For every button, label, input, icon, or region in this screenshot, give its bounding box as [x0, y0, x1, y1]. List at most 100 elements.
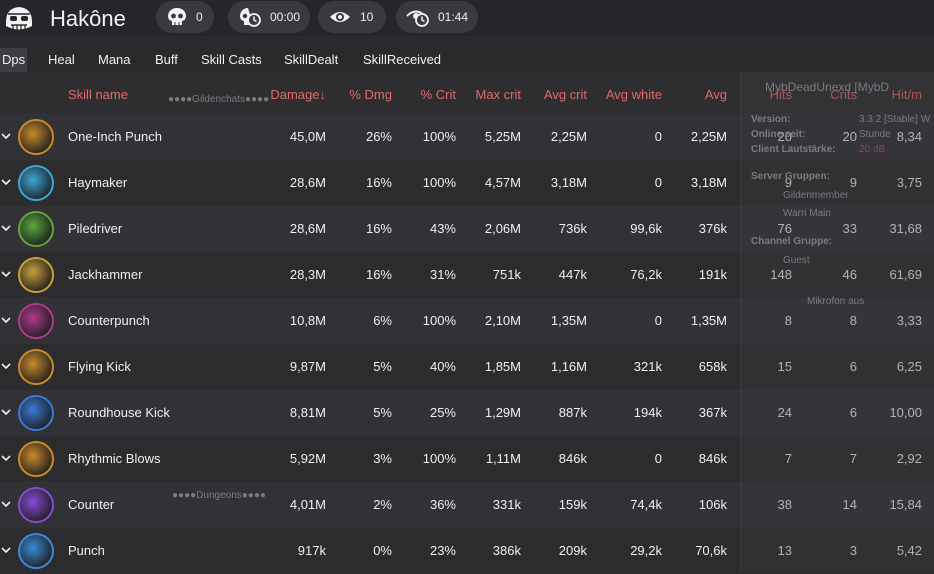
chevron-down-icon[interactable] — [0, 406, 12, 418]
views-stat[interactable]: 10 — [318, 1, 386, 33]
table-row[interactable]: Counterpunch 10,8M 6% 100% 2,10M 1,35M 0 1,35M 8… — [0, 298, 934, 344]
column-avg-white[interactable]: Avg white — [605, 87, 662, 102]
avg-crit-cell: 846k — [558, 451, 587, 466]
hit-per-min-cell: 31,68 — [889, 221, 922, 236]
crits-cell: 8 — [849, 313, 857, 328]
skill-table: Skill name Damage↓ % Dmg % Crit Max crit… — [0, 72, 934, 574]
chevron-down-icon[interactable] — [0, 176, 12, 188]
background-overlay-panel: MybDeadUnexd [MybD Version: 3.3.2 [Stabl… — [740, 72, 934, 572]
crits-cell: 20 — [842, 129, 857, 144]
column-avg[interactable]: Avg — [704, 87, 727, 102]
hits-cell: 38 — [777, 497, 792, 512]
column-max-crit[interactable]: Max crit — [475, 87, 522, 102]
table-row[interactable]: Jackhammer 28,3M 16% 31% 751k 447k 76,2k 191k 14… — [0, 252, 934, 298]
chevron-down-icon[interactable] — [0, 222, 12, 234]
avg-cell: 846k — [698, 451, 727, 466]
death-timer-stat[interactable]: 00:00 — [228, 1, 310, 33]
column-pct-crit[interactable]: % Crit — [420, 87, 456, 102]
punch-icon — [18, 533, 54, 569]
table-row[interactable]: Punch 917k 0% 23% 386k 209k 29,2k 70,6k 13 3 5,42 — [0, 528, 934, 574]
avg-crit-cell: 209k — [558, 543, 587, 558]
max-crit-cell: 331k — [492, 497, 521, 512]
damage-cell: 45,0M — [289, 129, 326, 144]
pct-crit-cell: 31% — [429, 267, 456, 282]
damage-cell: 8,81M — [289, 405, 326, 420]
skill-name-cell: Piledriver — [68, 221, 123, 236]
skill-name-cell: Haymaker — [68, 175, 128, 190]
deaths-value: 0 — [196, 10, 203, 24]
column-damage[interactable]: Damage↓ — [270, 87, 326, 102]
rhythmic-blows-icon — [18, 441, 54, 477]
table-row[interactable]: Rhythmic Blows 5,92M 3% 100% 1,11M 846k 0 846k 7… — [0, 436, 934, 482]
damage-cell: 28,6M — [289, 221, 326, 236]
tab-dps[interactable]: Dps — [0, 48, 28, 72]
chevron-down-icon[interactable] — [0, 452, 12, 464]
table-row[interactable]: One-Inch Punch 45,0M 26% 100% 5,25M 2,25M 0 2,2… — [0, 114, 934, 160]
skill-name-cell: Counter — [68, 497, 115, 512]
avg-white-cell: 74,4k — [630, 497, 662, 512]
tab-heal[interactable]: Heal — [48, 52, 75, 67]
roundhouse-kick-icon — [18, 395, 54, 431]
tab-buff[interactable]: Buff — [155, 52, 178, 67]
column-skill-name[interactable]: Skill name — [68, 87, 128, 102]
hit-per-min-cell: 15,84 — [889, 497, 922, 512]
death-timer-value: 00:00 — [270, 10, 301, 24]
pct-dmg-cell: 6% — [373, 313, 392, 328]
chevron-down-icon[interactable] — [0, 498, 12, 510]
avg-white-cell: 99,6k — [630, 221, 662, 236]
hit-per-min-cell: 61,69 — [889, 267, 922, 282]
damage-cell: 917k — [297, 543, 326, 558]
app-header: Hakône 0 00:00 10 01:44 — [0, 0, 934, 36]
tab-mana[interactable]: Mana — [98, 52, 131, 67]
avg-cell: 70,6k — [695, 543, 727, 558]
avg-crit-cell: 1,16M — [550, 359, 587, 374]
hits-cell: 15 — [777, 359, 792, 374]
chevron-down-icon[interactable] — [0, 544, 12, 556]
avg-crit-cell: 2,25M — [550, 129, 587, 144]
crits-cell: 9 — [849, 175, 857, 190]
eye-icon — [330, 12, 350, 22]
overlay-online-value: Stunde — [859, 129, 891, 140]
flying-kick-icon — [18, 349, 54, 385]
crits-cell: 7 — [849, 451, 857, 466]
table-row[interactable]: Flying Kick 9,87M 5% 40% 1,85M 1,16M 321k 658k 1… — [0, 344, 934, 390]
mask-logo-icon — [6, 7, 32, 30]
table-header: Skill name Damage↓ % Dmg % Crit Max crit… — [0, 72, 934, 114]
tab-skill-casts[interactable]: Skill Casts — [201, 52, 262, 67]
avg-cell: 658k — [698, 359, 727, 374]
skill-name-cell: Counterpunch — [68, 313, 150, 328]
hit-per-min-cell: 10,00 — [889, 405, 922, 420]
chevron-down-icon[interactable] — [0, 360, 12, 372]
overlay-version-label: Version: — [751, 114, 791, 125]
avg-white-cell: 0 — [654, 313, 662, 328]
max-crit-cell: 1,29M — [484, 405, 521, 420]
pct-crit-cell: 100% — [422, 313, 456, 328]
column-avg-crit[interactable]: Avg crit — [543, 87, 587, 102]
crits-cell: 14 — [842, 497, 857, 512]
chevron-down-icon[interactable] — [0, 314, 12, 326]
deaths-stat[interactable]: 0 — [156, 1, 214, 33]
column-crits[interactable]: Crits — [830, 87, 857, 102]
one-inch-punch-icon — [18, 119, 54, 155]
chevron-down-icon[interactable] — [0, 268, 12, 280]
crits-cell: 6 — [849, 405, 857, 420]
table-row[interactable]: Counter 4,01M 2% 36% 331k 159k 74,4k 106k 38 14 15… — [0, 482, 934, 528]
hits-cell: 20 — [777, 129, 792, 144]
table-row[interactable]: Roundhouse Kick 8,81M 5% 25% 1,29M 887k 194k 36… — [0, 390, 934, 436]
crits-cell: 3 — [849, 543, 857, 558]
max-crit-cell: 1,85M — [484, 359, 521, 374]
overlay-channel-group-label: Channel Gruppe: — [751, 236, 833, 247]
pct-dmg-cell: 16% — [365, 175, 392, 190]
tab-skill-received[interactable]: SkillReceived — [363, 52, 442, 67]
tab-skill-dealt[interactable]: SkillDealt — [284, 52, 339, 67]
column-hits[interactable]: Hits — [769, 87, 792, 102]
hit-per-min-cell: 3,75 — [896, 175, 922, 190]
chevron-down-icon[interactable] — [0, 130, 12, 142]
max-crit-cell: 2,06M — [484, 221, 521, 236]
table-row[interactable]: Piledriver 28,6M 16% 43% 2,06M 736k 99,6k 376k 7… — [0, 206, 934, 252]
view-timer-stat[interactable]: 01:44 — [396, 1, 478, 33]
column-hit-per-min[interactable]: Hit/m — [891, 87, 922, 102]
column-pct-dmg[interactable]: % Dmg — [349, 87, 392, 102]
table-row[interactable]: Haymaker 28,6M 16% 100% 4,57M 3,18M 0 3,18M 9 9 3,… — [0, 160, 934, 206]
jackhammer-icon — [18, 257, 54, 293]
